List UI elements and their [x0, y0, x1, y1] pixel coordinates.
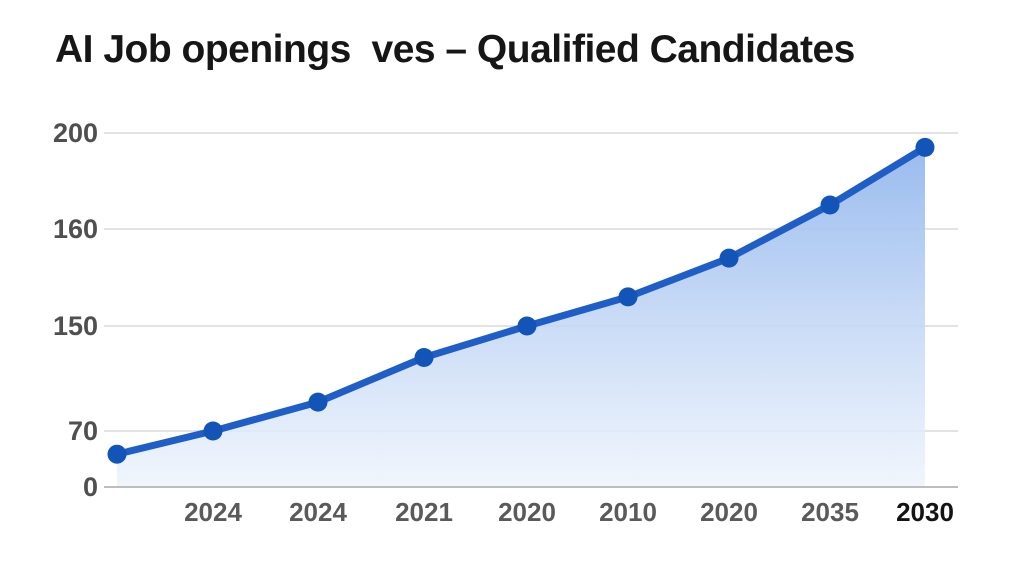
- data-point: [719, 248, 739, 268]
- data-point: [308, 392, 328, 412]
- y-tick-label: 200: [53, 118, 98, 148]
- data-point: [618, 287, 638, 307]
- y-tick-label: 160: [53, 214, 98, 244]
- data-point: [820, 195, 840, 215]
- chart-title: AI Job openings ves – Qualified Candidat…: [55, 28, 855, 71]
- x-tick-label: 2021: [395, 497, 453, 527]
- data-point: [414, 348, 434, 367]
- y-tick-label: 0: [83, 472, 98, 502]
- data-point: [517, 316, 537, 336]
- x-tick-label: 2024: [184, 497, 242, 527]
- x-tick-label: 2020: [498, 497, 556, 527]
- x-tick-label: 2010: [599, 497, 657, 527]
- data-point: [915, 137, 935, 157]
- x-tick-label: 2020: [700, 497, 758, 527]
- y-tick-label: 150: [53, 311, 98, 341]
- data-point: [107, 444, 127, 464]
- y-tick-label: 70: [68, 416, 98, 446]
- x-tick-label: 2024: [289, 497, 347, 527]
- data-point: [203, 421, 223, 441]
- x-tick-label: 2030: [896, 497, 954, 527]
- x-tick-label: 2035: [801, 497, 859, 527]
- area-fill: [117, 147, 925, 486]
